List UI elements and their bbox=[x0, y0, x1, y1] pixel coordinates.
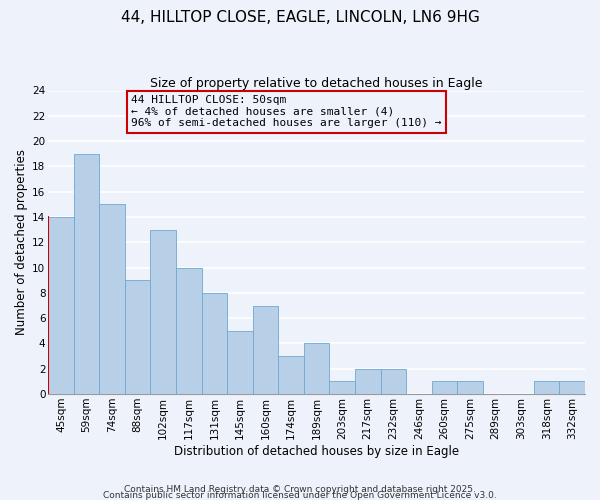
Bar bbox=[304, 344, 329, 394]
Bar bbox=[431, 382, 457, 394]
Bar bbox=[457, 382, 483, 394]
Bar bbox=[202, 293, 227, 394]
Bar bbox=[48, 217, 74, 394]
Bar bbox=[125, 280, 151, 394]
Bar bbox=[380, 368, 406, 394]
Bar bbox=[355, 368, 380, 394]
Text: 44, HILLTOP CLOSE, EAGLE, LINCOLN, LN6 9HG: 44, HILLTOP CLOSE, EAGLE, LINCOLN, LN6 9… bbox=[121, 10, 479, 25]
Title: Size of property relative to detached houses in Eagle: Size of property relative to detached ho… bbox=[151, 78, 483, 90]
Text: Contains public sector information licensed under the Open Government Licence v3: Contains public sector information licen… bbox=[103, 490, 497, 500]
Bar bbox=[253, 306, 278, 394]
Bar bbox=[74, 154, 100, 394]
Bar bbox=[227, 331, 253, 394]
Bar bbox=[329, 382, 355, 394]
X-axis label: Distribution of detached houses by size in Eagle: Distribution of detached houses by size … bbox=[174, 444, 459, 458]
Bar bbox=[278, 356, 304, 394]
Bar bbox=[176, 268, 202, 394]
Bar bbox=[151, 230, 176, 394]
Bar bbox=[534, 382, 559, 394]
Bar bbox=[559, 382, 585, 394]
Bar bbox=[100, 204, 125, 394]
Y-axis label: Number of detached properties: Number of detached properties bbox=[15, 150, 28, 336]
Text: 44 HILLTOP CLOSE: 50sqm
← 4% of detached houses are smaller (4)
96% of semi-deta: 44 HILLTOP CLOSE: 50sqm ← 4% of detached… bbox=[131, 95, 442, 128]
Text: Contains HM Land Registry data © Crown copyright and database right 2025.: Contains HM Land Registry data © Crown c… bbox=[124, 484, 476, 494]
